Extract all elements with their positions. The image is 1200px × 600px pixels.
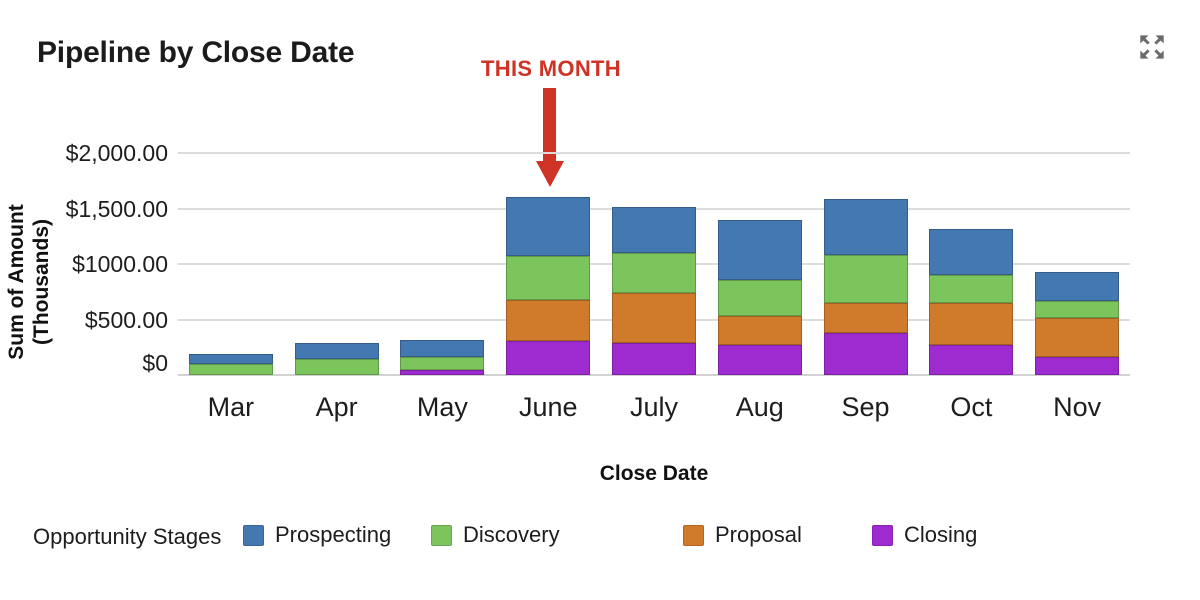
x-tick-label-nov: Nov (1053, 392, 1102, 422)
segment-proposal-aug[interactable] (717, 316, 802, 346)
segment-closing-may[interactable] (400, 370, 485, 375)
segment-discovery-sep[interactable] (823, 255, 908, 303)
x-tick-label-sep: Sep (841, 392, 890, 422)
page-title: Pipeline by Close Date (37, 36, 355, 69)
bar-may[interactable] (400, 340, 485, 375)
legend-label-proposal: Proposal (715, 522, 802, 547)
segment-closing-sep[interactable] (823, 332, 908, 375)
segment-prospecting-oct[interactable] (929, 229, 1014, 276)
y-tick-label: $1000.00 (72, 251, 168, 277)
legend-label-prospecting: Prospecting (275, 522, 392, 547)
segment-prospecting-may[interactable] (400, 340, 485, 357)
segment-closing-oct[interactable] (929, 345, 1014, 375)
legend-label-closing: Closing (904, 522, 978, 547)
segment-proposal-june[interactable] (506, 300, 591, 341)
x-axis-title: Close Date (599, 462, 709, 485)
segment-closing-aug[interactable] (717, 345, 802, 375)
bar-mar[interactable] (188, 354, 273, 375)
x-tick-label-june: June (518, 392, 578, 422)
segment-discovery-may[interactable] (400, 356, 485, 371)
segment-closing-june[interactable] (506, 340, 591, 375)
legend-swatch-discovery (431, 524, 452, 546)
segment-proposal-oct[interactable] (929, 303, 1014, 346)
legend-item-prospecting[interactable]: Prospecting (243, 522, 391, 548)
bar-oct[interactable] (929, 229, 1014, 375)
bar-june[interactable] (506, 197, 591, 375)
legend-item-closing[interactable]: Closing (872, 522, 977, 548)
x-axis-line (178, 374, 1130, 376)
segment-discovery-aug[interactable] (717, 279, 802, 317)
legend-item-discovery[interactable]: Discovery (431, 522, 560, 548)
legend-title: Opportunity Stages (33, 524, 222, 549)
annotation-arrow-shaft (543, 88, 556, 162)
x-tick-label-aug: Aug (735, 392, 784, 422)
legend-label-discovery: Discovery (463, 522, 560, 547)
segment-discovery-mar[interactable] (188, 364, 273, 375)
x-tick-label-oct: Oct (950, 392, 993, 422)
legend-item-proposal[interactable]: Proposal (683, 522, 802, 548)
y-tick-label: $0 (142, 350, 168, 376)
y-axis-title-line1: Sum of Amount (5, 204, 28, 360)
y-tick-label: $1,500.00 (65, 195, 168, 222)
segment-discovery-june[interactable] (506, 255, 591, 301)
segment-prospecting-apr[interactable] (294, 342, 379, 360)
x-tick-label-may: May (416, 392, 468, 422)
segment-prospecting-nov[interactable] (1035, 272, 1120, 302)
segment-proposal-nov[interactable] (1035, 318, 1120, 357)
segment-discovery-oct[interactable] (929, 275, 1014, 304)
segment-prospecting-aug[interactable] (717, 219, 802, 280)
segment-proposal-july[interactable] (612, 292, 696, 344)
bar-apr[interactable] (294, 342, 379, 375)
bar-nov[interactable] (1035, 272, 1120, 375)
expand-icon[interactable] (1138, 33, 1166, 61)
bar-aug[interactable] (717, 219, 802, 375)
x-tick-label-july: July (629, 392, 678, 422)
segment-discovery-apr[interactable] (294, 359, 379, 375)
segment-closing-july[interactable] (612, 343, 696, 375)
bar-july[interactable] (612, 207, 696, 375)
annotation-arrow-head-icon (536, 161, 564, 187)
gridline (178, 152, 1130, 154)
y-tick-label: $500.00 (84, 306, 168, 333)
bar-sep[interactable] (823, 198, 908, 375)
x-tick-label-apr: Apr (315, 392, 358, 422)
legend-swatch-proposal (683, 524, 704, 546)
x-tick-label-mar: Mar (207, 392, 255, 422)
segment-prospecting-mar[interactable] (188, 354, 273, 365)
legend-swatch-closing (872, 524, 893, 546)
segment-prospecting-june[interactable] (506, 197, 591, 256)
y-axis-title: Sum of Amount (Thousands) (4, 152, 56, 412)
segment-prospecting-sep[interactable] (823, 198, 908, 256)
annotation-this-month-label: THIS MONTH (481, 56, 621, 81)
segment-discovery-july[interactable] (612, 252, 696, 293)
y-axis-title-line2: (Thousands) (30, 219, 53, 345)
legend-swatch-prospecting (243, 524, 264, 546)
segment-discovery-nov[interactable] (1035, 301, 1120, 319)
segment-prospecting-july[interactable] (612, 207, 696, 253)
segment-closing-nov[interactable] (1035, 356, 1120, 375)
y-tick-label: $2,000.00 (65, 140, 168, 166)
segment-proposal-sep[interactable] (823, 302, 908, 333)
